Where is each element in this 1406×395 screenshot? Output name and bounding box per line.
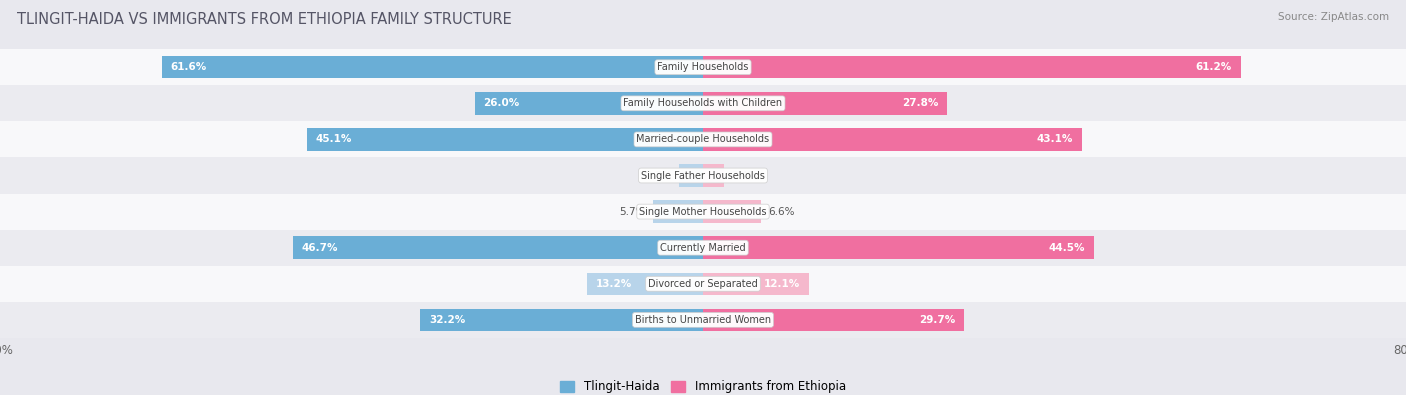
Text: 44.5%: 44.5% [1049,243,1085,253]
Text: 27.8%: 27.8% [903,98,939,108]
Text: 43.1%: 43.1% [1036,134,1073,145]
Text: 45.1%: 45.1% [315,134,352,145]
Text: 26.0%: 26.0% [484,98,520,108]
Text: 32.2%: 32.2% [429,315,465,325]
Bar [0,85,1406,121]
Text: 2.4%: 2.4% [731,171,758,181]
Bar [703,237,1094,259]
Text: Single Mother Households: Single Mother Households [640,207,766,216]
Bar [703,56,1240,79]
Text: TLINGIT-HAIDA VS IMMIGRANTS FROM ETHIOPIA FAMILY STRUCTURE: TLINGIT-HAIDA VS IMMIGRANTS FROM ETHIOPI… [17,12,512,27]
Text: Single Father Households: Single Father Households [641,171,765,181]
Text: Divorced or Separated: Divorced or Separated [648,279,758,289]
Bar [475,92,703,115]
Bar [0,194,1406,229]
Bar [679,164,703,187]
Bar [307,128,703,150]
Bar [0,229,1406,266]
Bar [0,158,1406,194]
Bar [703,92,948,115]
Text: 46.7%: 46.7% [301,243,337,253]
Text: Family Households: Family Households [658,62,748,72]
Bar [0,49,1406,85]
Bar [652,200,703,223]
Bar [0,121,1406,158]
Text: 12.1%: 12.1% [765,279,800,289]
Text: 61.6%: 61.6% [170,62,207,72]
Bar [420,308,703,331]
Text: 29.7%: 29.7% [920,315,955,325]
Bar [703,164,724,187]
Text: Source: ZipAtlas.com: Source: ZipAtlas.com [1278,12,1389,22]
Text: 5.7%: 5.7% [620,207,645,216]
Text: Births to Unmarried Women: Births to Unmarried Women [636,315,770,325]
Text: 2.7%: 2.7% [645,171,672,181]
Bar [292,237,703,259]
Bar [0,266,1406,302]
Text: Currently Married: Currently Married [661,243,745,253]
Bar [162,56,703,79]
Text: 13.2%: 13.2% [596,279,633,289]
Bar [703,308,965,331]
Text: Married-couple Households: Married-couple Households [637,134,769,145]
Bar [703,273,810,295]
Legend: Tlingit-Haida, Immigrants from Ethiopia: Tlingit-Haida, Immigrants from Ethiopia [555,376,851,395]
Bar [703,200,761,223]
Bar [588,273,703,295]
Text: 6.6%: 6.6% [768,207,794,216]
Text: 61.2%: 61.2% [1195,62,1232,72]
Bar [703,128,1081,150]
Bar [0,302,1406,338]
Text: Family Households with Children: Family Households with Children [623,98,783,108]
